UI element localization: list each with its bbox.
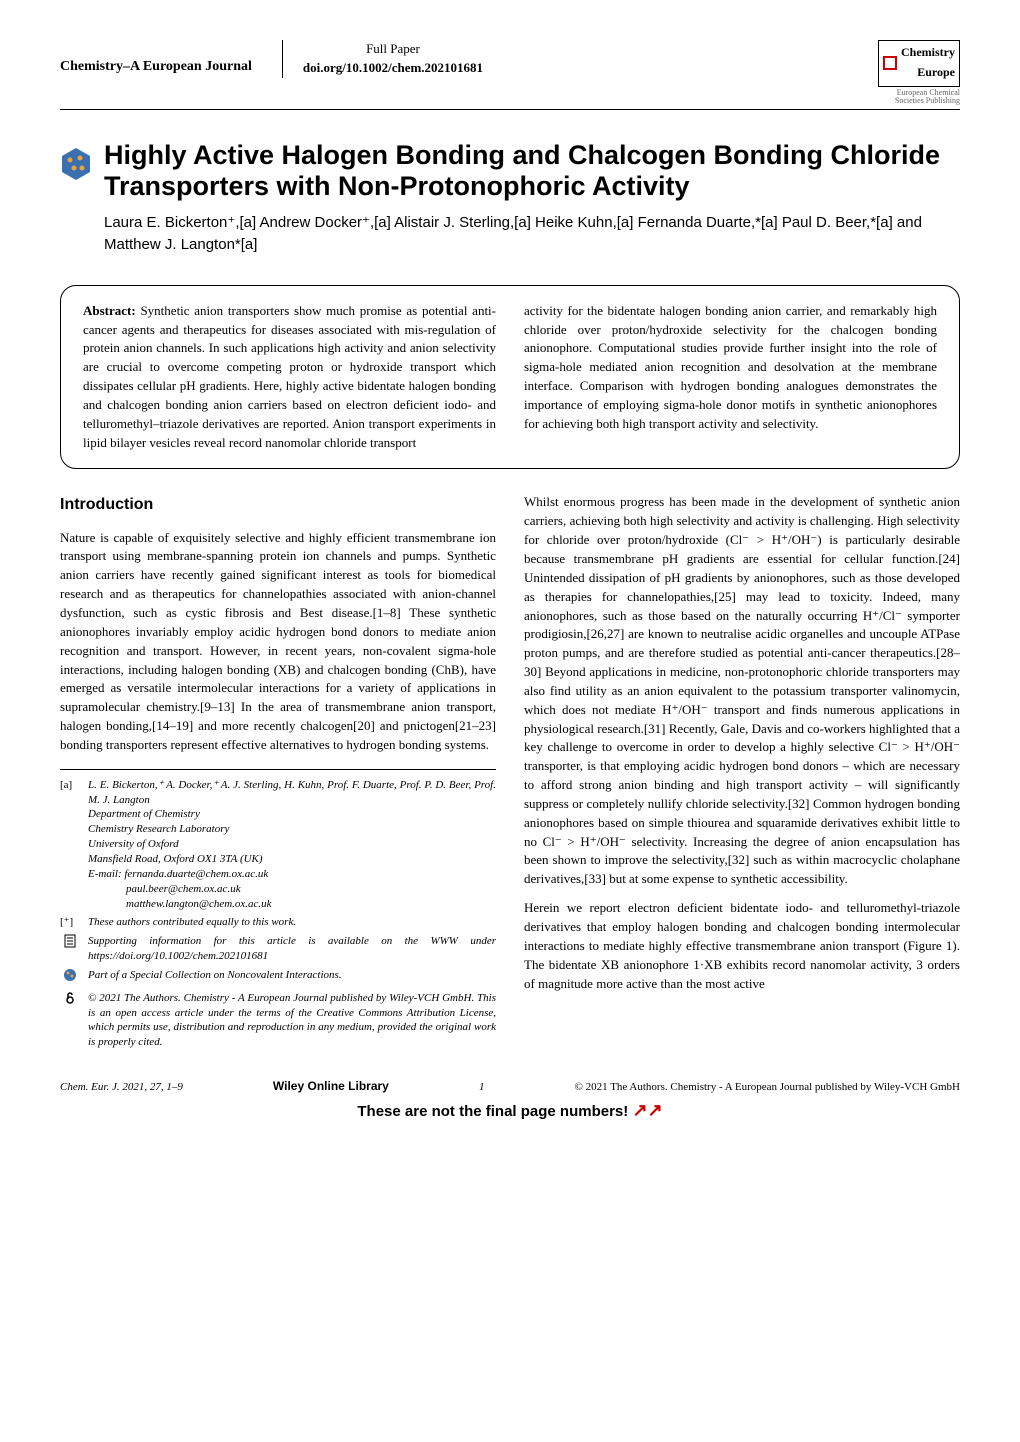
footer-citation: Chem. Eur. J. 2021, 27, 1–9: [60, 1080, 183, 1096]
email-3: matthew.langton@chem.ox.ac.uk: [126, 897, 496, 912]
supporting-info-text: Supporting information for this article …: [88, 934, 496, 964]
license-text: © 2021 The Authors. Chemistry - A Europe…: [88, 991, 496, 1050]
email-label: E-mail:: [88, 868, 122, 880]
article-category-icon: [60, 146, 92, 182]
publisher-brand: Chemistry Europe European Chemical Socie…: [878, 40, 960, 105]
paper-type: Full Paper: [303, 40, 483, 59]
affil-addr: Mansfield Road, Oxford OX1 3TA (UK): [88, 853, 263, 865]
affil-univ: University of Oxford: [88, 838, 179, 850]
left-column: Introduction Nature is capable of exquis…: [60, 493, 496, 1054]
footer-copyright: © 2021 The Authors. Chemistry - A Europe…: [575, 1080, 960, 1096]
footer-page-number: 1: [479, 1080, 485, 1096]
article-title: Highly Active Halogen Bonding and Chalco…: [104, 140, 960, 202]
right-paragraph-1: Whilst enormous progress has been made i…: [524, 493, 960, 889]
abstract-text-right: activity for the bidentate halogen bondi…: [524, 303, 937, 431]
not-final-text: These are not the final page numbers!: [357, 1103, 628, 1120]
author-list: Laura E. Bickerton⁺,[a] Andrew Docker⁺,[…: [104, 212, 960, 257]
doi-text: doi.org/10.1002/chem.202101681: [303, 60, 483, 75]
affil-key-a: [a]: [60, 778, 80, 912]
email-2: paul.beer@chem.ox.ac.uk: [126, 882, 496, 897]
special-collection-text: Part of a Special Collection on Noncoval…: [88, 968, 342, 987]
page-footer: Chem. Eur. J. 2021, 27, 1–9 Wiley Online…: [60, 1078, 960, 1095]
introduction-heading: Introduction: [60, 493, 496, 516]
header-center: Full Paper doi.org/10.1002/chem.20210168…: [282, 40, 483, 78]
affil-names: L. E. Bickerton,⁺ A. Docker,⁺ A. J. Ster…: [88, 779, 496, 806]
brand-sub2: Societies Publishing: [878, 97, 960, 105]
special-collection-icon: [60, 968, 80, 987]
abstract-label: Abstract:: [83, 303, 136, 318]
affil-lab: Chemistry Research Laboratory: [88, 823, 229, 835]
not-final-pages-notice: These are not the final page numbers! ↗↗: [60, 1097, 960, 1123]
page-header: Chemistry–A European Journal Full Paper …: [60, 40, 960, 110]
footer-library: Wiley Online Library: [273, 1078, 389, 1095]
brand-line2: Europe: [917, 65, 955, 79]
affiliations-block: [a] L. E. Bickerton,⁺ A. Docker,⁺ A. J. …: [60, 769, 496, 1050]
right-column: Whilst enormous progress has been made i…: [524, 493, 960, 1054]
brand-line1: Chemistry: [901, 45, 955, 59]
abstract-box: Abstract: Synthetic anion transporters s…: [60, 285, 960, 470]
abstract-text-left: Synthetic anion transporters show much p…: [83, 303, 496, 450]
right-paragraph-2: Herein we report electron deficient bide…: [524, 899, 960, 993]
arrows-icon: ↗↗: [632, 1100, 662, 1120]
open-access-icon: [60, 991, 80, 1050]
intro-paragraph-1: Nature is capable of exquisitely selecti…: [60, 529, 496, 755]
supporting-info-icon: [60, 934, 80, 964]
publisher-logo-icon: [883, 56, 897, 70]
journal-name: Chemistry–A European Journal: [60, 57, 252, 77]
email-1: fernanda.duarte@chem.ox.ac.uk: [124, 868, 268, 880]
affil-dept: Department of Chemistry: [88, 808, 200, 820]
equal-contrib-text: These authors contributed equally to thi…: [88, 915, 296, 930]
plus-key: [⁺]: [60, 915, 80, 930]
